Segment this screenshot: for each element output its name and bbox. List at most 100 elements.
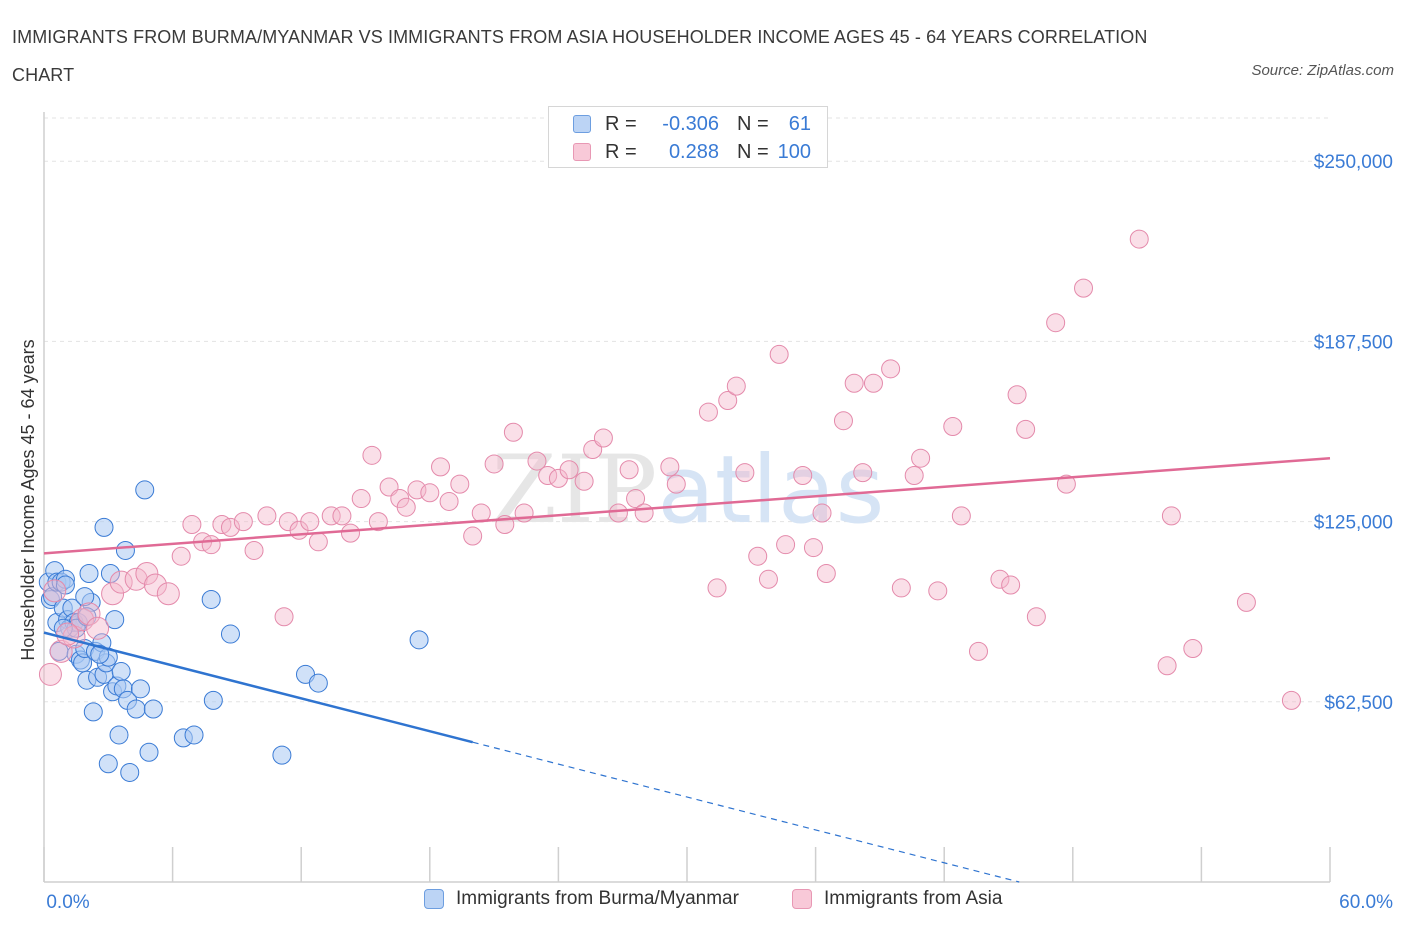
- y-axis-label: Householder Income Ages 45 - 64 years: [18, 339, 38, 660]
- asia-point: [943, 416, 963, 436]
- asia-point: [244, 540, 264, 560]
- burma-point: [143, 699, 163, 719]
- asia-point: [1157, 656, 1177, 676]
- burma-point: [79, 564, 99, 584]
- legend-swatch-asia: [573, 143, 591, 161]
- asia-point: [450, 474, 470, 494]
- asia-trend-line: [43, 456, 1331, 555]
- burma-point: [272, 745, 292, 765]
- burma-point: [135, 480, 155, 500]
- legend-r-value: -0.306: [662, 112, 719, 135]
- asia-point: [626, 489, 646, 509]
- watermark-atlas: atlas: [657, 436, 884, 545]
- asia-point: [1074, 278, 1094, 298]
- asia-point: [362, 445, 382, 465]
- asia-point: [340, 523, 360, 543]
- burma-point: [126, 699, 146, 719]
- asia-point: [853, 463, 873, 483]
- asia-point: [726, 376, 746, 396]
- asia-point: [101, 582, 125, 606]
- burma-point: [115, 540, 135, 560]
- asia-point: [233, 512, 253, 532]
- y-tick-label: $250,000: [1314, 152, 1393, 173]
- legend-r-value: 0.288: [668, 140, 719, 163]
- series-legend-label-asia: Immigrants from Asia: [824, 888, 1003, 909]
- asia-point: [143, 573, 167, 597]
- burma-point: [130, 679, 150, 699]
- watermark: ZIPatlas: [492, 436, 885, 545]
- burma-point: [220, 624, 240, 644]
- asia-point: [735, 463, 755, 483]
- burma-point: [75, 587, 95, 607]
- asia-point: [351, 489, 371, 509]
- asia-point: [758, 569, 778, 589]
- asia-point: [1026, 607, 1046, 627]
- asia-point: [503, 422, 523, 442]
- series-legend-burma[interactable]: Immigrants from Burma/Myanmar: [424, 888, 739, 910]
- asia-point: [769, 344, 789, 364]
- asia-point: [803, 538, 823, 558]
- asia-point: [748, 546, 768, 566]
- asia-point: [182, 515, 202, 535]
- asia-point: [1046, 313, 1066, 333]
- burma-point: [109, 725, 129, 745]
- asia-point: [124, 567, 148, 591]
- burma-point: [83, 702, 103, 722]
- asia-point: [776, 535, 796, 555]
- asia-point: [1281, 690, 1301, 710]
- x-tick-label-max: 60.0%: [1339, 892, 1393, 913]
- asia-point: [1001, 575, 1021, 595]
- asia-point: [1236, 592, 1256, 612]
- series-legend-swatch-burma: [424, 889, 444, 909]
- y-tick-label: $125,000: [1314, 513, 1393, 534]
- y-tick-label: $62,500: [1324, 693, 1393, 714]
- grid-layer: [44, 117, 1330, 703]
- asia-point: [951, 506, 971, 526]
- asia-point: [812, 503, 832, 523]
- asia-point: [881, 359, 901, 379]
- burma-trend-line: [43, 631, 473, 744]
- legend-swatch-burma: [573, 115, 591, 133]
- asia-point: [77, 602, 101, 626]
- asia-point: [156, 582, 180, 606]
- correlation-legend: R = -0.306 N = 61 R = 0.288 N = 100: [548, 106, 828, 168]
- labels-layer: $62,500 $125,000 $187,500 $250,000 0.0% 60.0%…: [18, 152, 1393, 913]
- asia-point: [559, 460, 579, 480]
- burma-point: [409, 630, 429, 650]
- series-legend-asia[interactable]: Immigrants from Asia: [792, 888, 1002, 910]
- legend-n-label: N =: [737, 112, 769, 135]
- asia-point: [793, 465, 813, 485]
- asia-point: [698, 402, 718, 422]
- asia-point: [863, 373, 883, 393]
- asia-point: [300, 512, 320, 532]
- burma-point: [201, 589, 221, 609]
- series-legend-swatch-asia: [792, 889, 812, 909]
- asia-point: [634, 503, 654, 523]
- burma-point: [203, 690, 223, 710]
- asia-point: [135, 562, 159, 586]
- asia-point: [891, 578, 911, 598]
- asia-point: [257, 506, 277, 526]
- asia-point: [396, 497, 416, 517]
- watermark-zip: ZIP: [492, 436, 658, 545]
- asia-point: [816, 564, 836, 584]
- legend-n-value: 61: [788, 112, 811, 135]
- burma-point: [90, 644, 110, 664]
- asia-point: [1183, 638, 1203, 658]
- asia-point: [904, 465, 924, 485]
- asia-point: [308, 532, 328, 552]
- asia-point: [619, 460, 639, 480]
- burma-point: [111, 662, 131, 682]
- asia-point: [274, 607, 294, 627]
- asia-point: [718, 391, 738, 411]
- asia-point: [527, 451, 547, 471]
- series-legend-label-burma: Immigrants from Burma/Myanmar: [456, 888, 739, 909]
- asia-point: [1007, 385, 1027, 405]
- burma-point: [120, 762, 140, 782]
- asia-point: [86, 616, 110, 640]
- asia-point: [968, 641, 988, 661]
- asia-point: [43, 579, 67, 603]
- y-tick-label: $187,500: [1314, 332, 1393, 353]
- asia-point: [1129, 229, 1149, 249]
